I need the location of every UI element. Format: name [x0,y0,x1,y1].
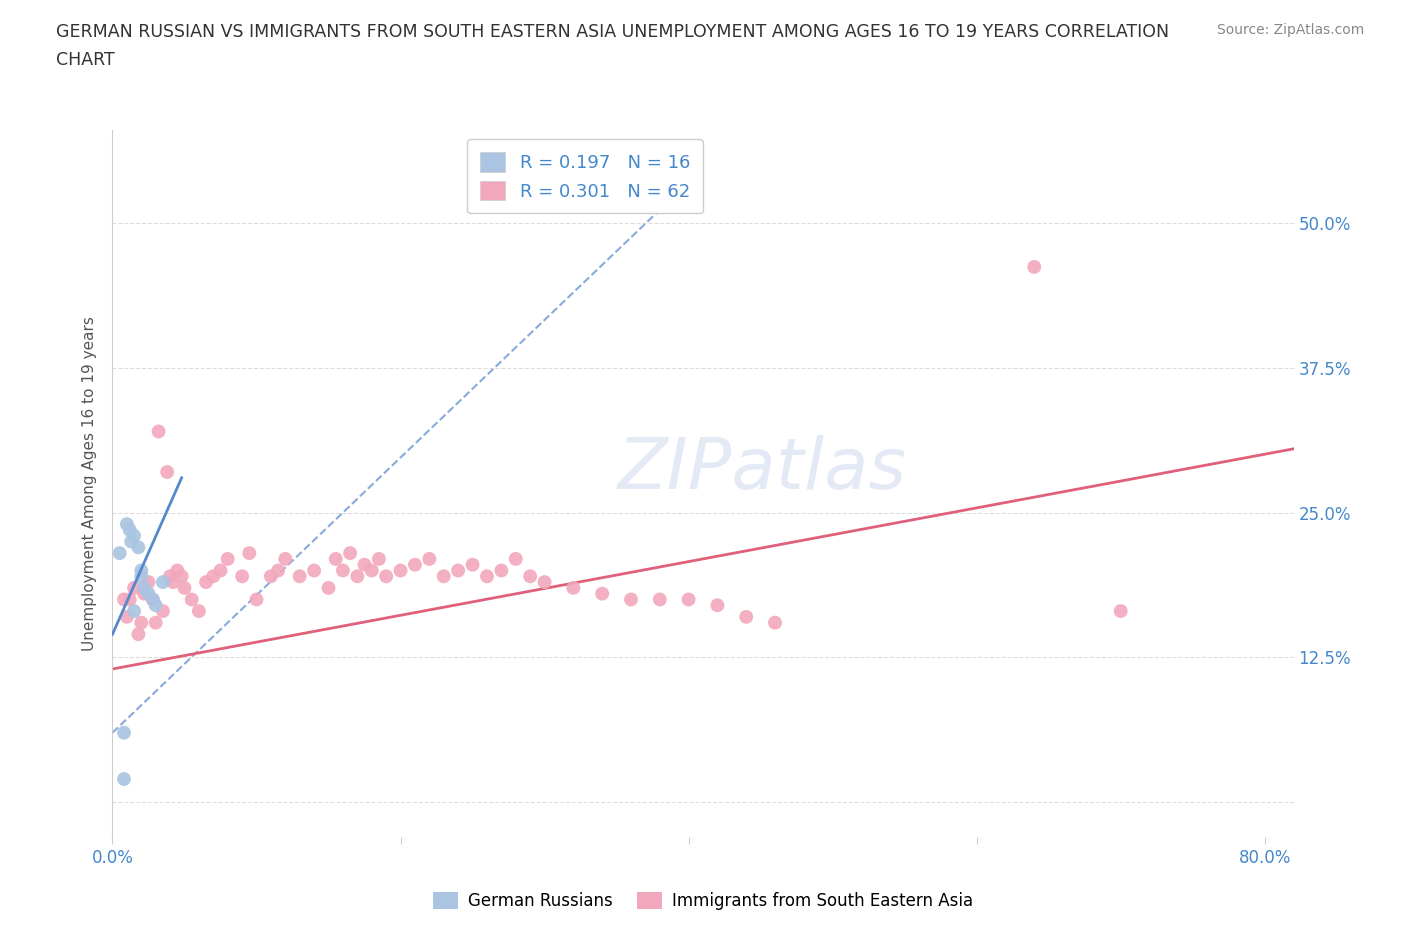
Point [108,546,131,561]
Point [353,557,375,572]
Point [418,551,440,566]
Legend: German Russians, Immigrants from South Eastern Asia: German Russians, Immigrants from South E… [426,885,980,917]
Point [129,563,152,578]
Point [360,563,382,578]
Point [118,523,141,538]
Point [145,598,167,613]
Point [519,569,541,584]
Text: CHART: CHART [56,51,115,69]
Text: GERMAN RUSSIAN VS IMMIGRANTS FROM SOUTH EASTERN ASIA UNEMPLOYMENT AMONG AGES 16 : GERMAN RUSSIAN VS IMMIGRANTS FROM SOUTH … [56,23,1170,41]
Point [217,551,239,566]
Point [447,563,470,578]
Point [591,586,613,601]
Point [112,725,135,740]
Point [118,592,141,607]
Point [404,557,426,572]
Point [173,580,195,595]
Point [115,609,138,624]
Point [763,616,786,631]
Point [461,557,484,572]
Point [245,592,267,607]
Point [142,592,165,607]
Point [120,534,142,549]
Point [152,604,174,618]
Point [122,580,145,595]
Point [433,569,456,584]
Point [332,563,354,578]
Point [138,575,160,590]
Point [1024,259,1046,274]
Text: Source: ZipAtlas.com: Source: ZipAtlas.com [1216,23,1364,37]
Point [162,575,184,590]
Point [127,627,149,642]
Point [375,569,398,584]
Point [129,616,152,631]
Point [706,598,728,613]
Point [648,592,671,607]
Point [129,569,152,584]
Point [145,616,167,631]
Point [562,580,585,595]
Point [156,465,179,480]
Point [202,569,225,584]
Point [138,586,160,601]
Point [231,569,253,584]
Point [134,586,156,601]
Point [1109,604,1132,618]
Point [142,592,165,607]
Point [339,546,361,561]
Point [267,563,290,578]
Point [735,609,758,624]
Point [678,592,700,607]
Point [325,551,347,566]
Point [127,540,149,555]
Point [238,546,260,561]
Point [122,604,145,618]
Point [122,528,145,543]
Y-axis label: Unemployment Among Ages 16 to 19 years: Unemployment Among Ages 16 to 19 years [82,316,97,651]
Point [475,569,498,584]
Point [260,569,283,584]
Point [159,569,181,584]
Point [115,517,138,532]
Point [152,575,174,590]
Point [274,551,297,566]
Point [134,580,156,595]
Point [505,551,527,566]
Point [491,563,513,578]
Point [195,575,218,590]
Legend: R = 0.197   N = 16, R = 0.301   N = 62: R = 0.197 N = 16, R = 0.301 N = 62 [467,140,703,213]
Point [318,580,340,595]
Point [180,592,202,607]
Point [346,569,368,584]
Point [389,563,412,578]
Point [209,563,232,578]
Point [368,551,391,566]
Point [112,592,135,607]
Point [170,569,193,584]
Point [620,592,643,607]
Point [166,563,188,578]
Point [148,424,170,439]
Point [288,569,311,584]
Point [302,563,325,578]
Point [187,604,209,618]
Point [112,772,135,787]
Text: ZIPatlas: ZIPatlas [617,435,907,504]
Point [533,575,555,590]
